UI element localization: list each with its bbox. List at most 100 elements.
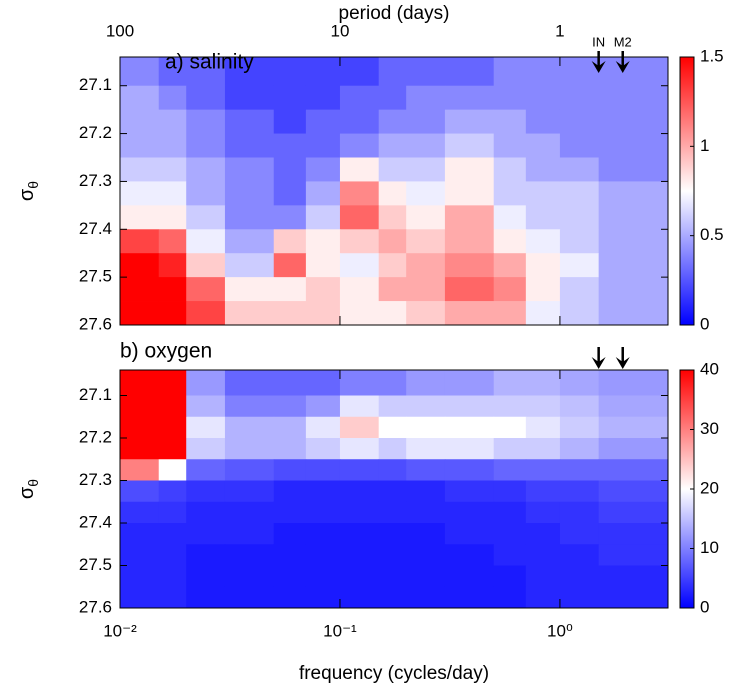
y-tick-label: 27.1 (79, 75, 112, 94)
heatmap-cell (305, 109, 341, 134)
heatmap-cell (444, 277, 495, 302)
y-tick-label: 27.2 (79, 123, 112, 142)
heatmap-cell (224, 586, 275, 609)
heatmap-cell (378, 229, 407, 254)
heatmap-cell (305, 181, 341, 206)
heatmap-cell (186, 501, 226, 524)
heatmap-cell (186, 277, 226, 302)
heatmap-cell (158, 565, 187, 588)
heatmap-cell (339, 57, 380, 87)
heatmap-cell (305, 501, 341, 524)
heatmap-cell (158, 277, 187, 302)
heatmap-cell (339, 301, 380, 326)
heatmap-cell (406, 205, 446, 230)
y-tick-label: 27.2 (79, 427, 112, 446)
heatmap-cell (158, 480, 187, 503)
heatmap-cell (273, 253, 307, 278)
heatmap-cell (186, 157, 226, 182)
heatmap-cell (224, 438, 275, 460)
heatmap-cell (120, 586, 160, 609)
heatmap-cell (158, 544, 187, 566)
heatmap-cell (158, 370, 187, 396)
colorbar-tick-label: 0 (700, 314, 709, 333)
heatmap-cell (186, 395, 226, 418)
heatmap-cell (444, 229, 495, 254)
heatmap-cell (493, 459, 527, 481)
heatmap-cell (444, 459, 495, 481)
heatmap-cell (493, 395, 527, 418)
heatmap-cell (493, 523, 527, 545)
heatmap-cell (224, 565, 275, 588)
heatmap-cell (120, 501, 160, 524)
heatmap-cell (559, 523, 600, 545)
heatmap-cell (305, 157, 341, 182)
heatmap-cell (406, 565, 446, 588)
heatmap-cell (598, 459, 669, 481)
heatmap-cell (339, 438, 380, 460)
heatmap-cells (120, 370, 669, 609)
heatmap-cell (305, 133, 341, 158)
heatmap-cell (493, 480, 527, 503)
heatmap-cell (305, 370, 341, 396)
heatmap-cell (444, 109, 495, 134)
heatmap-cell (339, 157, 380, 182)
heatmap-cell (406, 544, 446, 566)
y-axis-label-symbol: σ (16, 486, 38, 499)
y-axis-label-subscript: θ (25, 479, 41, 487)
heatmap-cell (273, 277, 307, 302)
heatmap-cell (273, 501, 307, 524)
heatmap-cell (158, 395, 187, 418)
heatmap-cell (493, 229, 527, 254)
heatmap-cell (186, 523, 226, 545)
heatmap-cell (273, 133, 307, 158)
heatmap-cell (598, 586, 669, 609)
heatmap-cell (406, 277, 446, 302)
heatmap-cell (339, 544, 380, 566)
heatmap-cell (158, 301, 187, 326)
heatmap-cell (493, 370, 527, 396)
heatmap-cell (224, 459, 275, 481)
heatmap-cell (305, 229, 341, 254)
heatmap-cell (186, 57, 226, 87)
heatmap-cell (444, 438, 495, 460)
heatmap-cell (224, 523, 275, 545)
heatmap-cell (339, 586, 380, 609)
y-tick-label: 27.6 (79, 314, 112, 333)
heatmap-cell (559, 480, 600, 503)
heatmap-cell (525, 416, 561, 439)
heatmap-cells (120, 57, 669, 326)
heatmap-cell (339, 395, 380, 418)
heatmap-cell (224, 301, 275, 326)
heatmap-cell (378, 544, 407, 566)
heatmap-cell (158, 501, 187, 524)
heatmap-cell (525, 586, 561, 609)
heatmap-cell (559, 229, 600, 254)
heatmap-cell (598, 157, 669, 182)
heatmap-cell (186, 109, 226, 134)
heatmap-cell (493, 157, 527, 182)
heatmap-cell (444, 85, 495, 111)
heatmap-cell (224, 544, 275, 566)
heatmap-cell (186, 85, 226, 111)
heatmap-cell (273, 85, 307, 111)
heatmap-cell (339, 277, 380, 302)
heatmap-cell (598, 181, 669, 206)
heatmap-cell (559, 438, 600, 460)
heatmap-cell (158, 229, 187, 254)
heatmap-cell (305, 565, 341, 588)
heatmap-cell (120, 133, 160, 158)
y-tick-label: 27.5 (79, 555, 112, 574)
heatmap-cell (158, 181, 187, 206)
heatmap-cell (158, 416, 187, 439)
heatmap-cell (224, 229, 275, 254)
heatmap-cell (493, 277, 527, 302)
heatmap-cell (186, 544, 226, 566)
heatmap-cell (158, 523, 187, 545)
heatmap-cell (339, 253, 380, 278)
heatmap-cell (559, 57, 600, 87)
heatmap-cell (525, 480, 561, 503)
heatmap-cell (378, 85, 407, 111)
heatmap-cell (493, 253, 527, 278)
heatmap-cell (273, 395, 307, 418)
heatmap-cell (598, 395, 669, 418)
